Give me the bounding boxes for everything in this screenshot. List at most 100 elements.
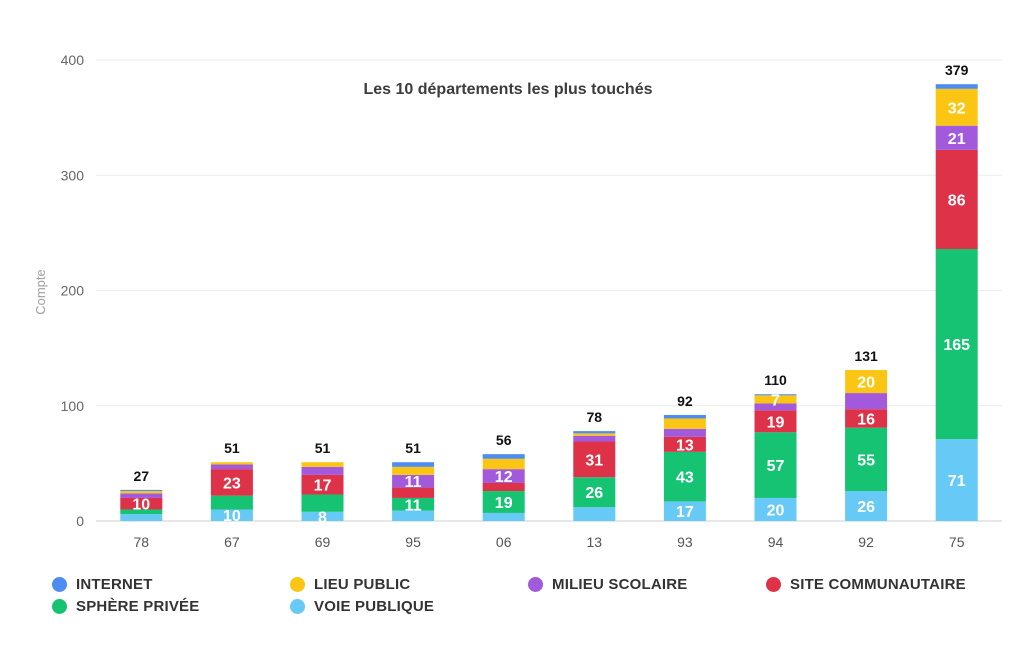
data-label: 23: [223, 475, 241, 492]
bars: [120, 84, 978, 521]
bar-segment: [754, 497, 797, 521]
data-label: 11: [405, 497, 422, 514]
bar-segment: [573, 433, 616, 436]
x-tick-label: 94: [768, 534, 784, 550]
bar-segment: [120, 491, 163, 494]
legend-label: MILIEU SCOLAIRE: [552, 575, 688, 593]
bar-segment: [573, 441, 616, 478]
data-label: 10: [223, 508, 241, 525]
legend-swatch-voie-publique: [290, 598, 305, 614]
x-tick-label: 06: [496, 534, 512, 550]
bar-segment: [935, 88, 978, 126]
bar-segment: [392, 466, 435, 475]
data-label: 20: [767, 502, 785, 519]
bar-segment: [754, 394, 797, 396]
bar-segment: [663, 428, 706, 437]
bar-segment: [482, 482, 525, 492]
legend-label: SPHÈRE PRIVÉE: [76, 597, 200, 615]
bar-segment: [935, 439, 978, 521]
bar-segment: [935, 84, 978, 89]
x-tick-label: 75: [949, 534, 965, 550]
bar-segment: [482, 469, 525, 483]
bar-segment: [392, 487, 435, 498]
x-tick-label: 92: [858, 534, 874, 550]
x-tick-label: 69: [315, 534, 331, 550]
data-label: 11: [405, 474, 422, 491]
stacked-bar-chart: 0 100 200 300 400 Compte Les 10 départements…: [33, 52, 1002, 550]
y-tick-label: 300: [61, 167, 85, 183]
bar-segment: [120, 514, 163, 521]
legend-item-site-communautaire: SITE COMMUNAUTAIRE: [766, 574, 966, 594]
bar-segment: [845, 491, 888, 521]
legend-swatch-lieu-public: [290, 576, 305, 592]
bar-segment: [301, 466, 344, 475]
bar-total-label: 27: [134, 468, 150, 484]
bar-segment: [663, 418, 706, 429]
data-label: 10: [132, 497, 150, 514]
bar-segment: [935, 149, 978, 250]
x-tick-label: 78: [134, 534, 150, 550]
segment-labels: 10 10 23 8 17 11 11 19 12 26 31 17 43 13 20 57 19 7 26 55 16…: [132, 100, 970, 526]
bar-segment: [210, 462, 253, 465]
data-label: 7: [771, 392, 780, 409]
bar-total-label: 51: [405, 440, 421, 456]
data-label: 57: [767, 458, 785, 475]
x-tick-label: 95: [405, 534, 421, 550]
data-label: 19: [495, 495, 513, 512]
legend-label: VOIE PUBLIQUE: [314, 597, 435, 615]
bar-segment: [845, 409, 888, 428]
y-tick-label: 400: [61, 52, 85, 68]
legend-item-voie-publique: VOIE PUBLIQUE: [290, 596, 434, 616]
bar-segment: [663, 501, 706, 521]
bar-segment: [754, 410, 797, 433]
bar-segment: [210, 509, 253, 521]
data-label: 13: [676, 437, 694, 454]
bar-segment: [301, 462, 344, 467]
bar-segment: [573, 507, 616, 521]
legend-item-internet: INTERNET: [52, 574, 153, 594]
bar-segment: [120, 493, 163, 498]
chart-legend: INTERNET LIEU PUBLIC MILIEU SCOLAIRE SIT…: [52, 574, 1012, 622]
bar-segment: [120, 497, 163, 510]
y-tick-label: 0: [76, 513, 84, 529]
bar-segment: [120, 489, 163, 492]
bar-segment: [301, 511, 344, 521]
legend-item-lieu-public: LIEU PUBLIC: [290, 574, 410, 594]
bar-segment: [845, 427, 888, 492]
y-tick-label: 200: [61, 283, 85, 299]
bar-segment: [301, 494, 344, 512]
bar-segment: [392, 462, 435, 467]
bar-segment: [754, 403, 797, 411]
bar-total-label: 379: [945, 62, 969, 78]
bar-segment: [935, 249, 978, 440]
legend-swatch-sphere-privee: [52, 598, 67, 614]
data-label: 55: [857, 452, 875, 469]
y-tick-label: 100: [61, 398, 85, 414]
bar-total-label: 56: [496, 432, 512, 448]
bar-segment: [482, 491, 525, 513]
legend-swatch-milieu-scolaire: [528, 576, 543, 592]
bar-segment: [392, 474, 435, 488]
legend-label: LIEU PUBLIC: [314, 575, 411, 593]
x-tick-label: 13: [587, 534, 603, 550]
data-label: 31: [585, 452, 603, 469]
bar-segment: [210, 469, 253, 496]
data-label: 32: [948, 100, 966, 117]
bar-total-label: 78: [587, 409, 603, 425]
legend-swatch-site-communautaire: [766, 576, 781, 592]
bar-segment: [120, 509, 163, 515]
data-label: 17: [676, 504, 694, 521]
bar-segment: [210, 495, 253, 510]
data-label: 17: [314, 478, 332, 495]
bar-totals: 27 51 51 51 56 78 92 110 131 379: [134, 62, 969, 484]
data-label: 20: [857, 375, 875, 392]
data-label: 26: [857, 499, 875, 516]
bar-segment: [663, 436, 706, 452]
bar-segment: [573, 477, 616, 508]
data-label: 26: [585, 485, 603, 502]
data-label: 12: [495, 469, 513, 486]
bar-segment: [573, 431, 616, 434]
chart-title: Les 10 départements les plus touchés: [364, 81, 653, 98]
bar-total-label: 51: [224, 440, 240, 456]
bar-segment: [573, 435, 616, 442]
